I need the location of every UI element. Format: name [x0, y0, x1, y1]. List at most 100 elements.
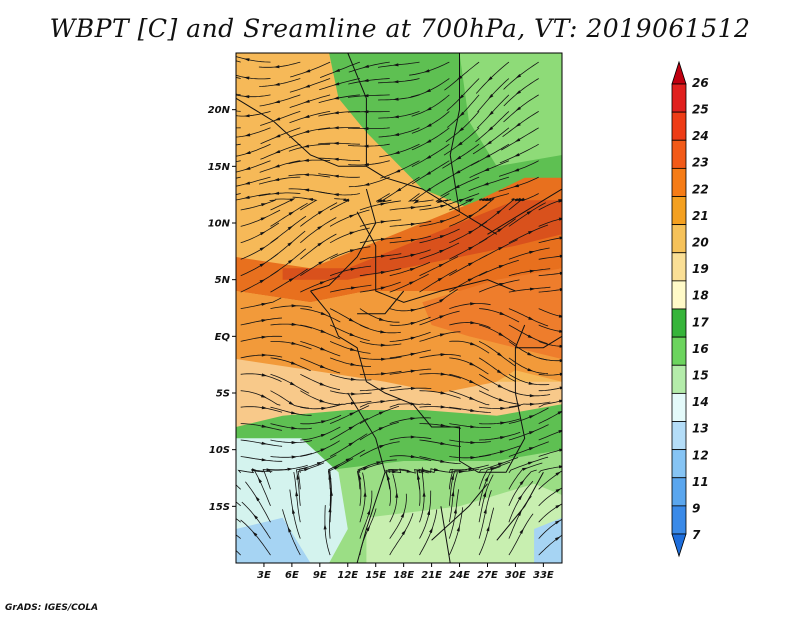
- colorbar-label: 15: [692, 369, 709, 383]
- streamline-arrow: [456, 75, 463, 80]
- lon-axis: 3E 6E 9E 12E 15E 18E 21E 24E 27E 30E 33E: [257, 563, 554, 581]
- streamline: [359, 490, 373, 539]
- streamline: [240, 209, 281, 227]
- streamline-arrow: [410, 222, 417, 226]
- streamline-arrow: [288, 277, 295, 282]
- streamline-arrow: [515, 122, 521, 127]
- streamline-arrow: [529, 415, 535, 419]
- streamline-arrow: [559, 359, 562, 363]
- streamline-arrow: [386, 474, 390, 481]
- streamline: [419, 256, 459, 277]
- streamline-arrow: [559, 271, 562, 275]
- streamline: [359, 253, 402, 260]
- colorbar-segment: [671, 477, 687, 507]
- streamline-arrow: [555, 504, 561, 509]
- streamline-arrow: [363, 64, 369, 68]
- streamline: [240, 373, 282, 382]
- country-borders: [236, 53, 562, 563]
- streamline-arrow: [528, 431, 535, 435]
- streamline: [259, 160, 301, 173]
- streamline-arrow: [348, 442, 355, 447]
- streamline: [236, 74, 271, 80]
- streamline: [359, 421, 399, 441]
- streamline: [240, 253, 279, 277]
- streamline-arrow: [470, 456, 477, 460]
- streamline-arrow: [333, 82, 340, 86]
- streamline: [448, 469, 467, 506]
- streamline: [538, 534, 562, 556]
- streamline-arrow: [291, 341, 298, 345]
- streamline: [469, 160, 510, 178]
- streamline: [419, 509, 438, 556]
- streamline-arrow: [558, 465, 562, 469]
- streamline: [378, 111, 420, 119]
- streamline-arrow: [413, 199, 419, 204]
- streamline: [443, 127, 480, 156]
- border-line: [347, 53, 367, 167]
- streamline: [236, 143, 271, 157]
- streamline: [289, 127, 331, 138]
- streamline-arrow: [378, 317, 385, 321]
- streamline-arrow: [319, 399, 326, 403]
- streamline: [477, 78, 510, 113]
- border-line: [440, 506, 451, 563]
- streamline: [538, 503, 562, 523]
- lon-label: 3E: [257, 570, 271, 581]
- streamline: [348, 127, 390, 129]
- streamline: [268, 464, 308, 474]
- streamline-arrow: [427, 509, 430, 516]
- border-line: [236, 97, 460, 213]
- streamline: [419, 390, 461, 399]
- streamline-arrow: [255, 495, 260, 502]
- colorbar-label: 14: [692, 395, 709, 409]
- streamline-arrow: [378, 411, 385, 415]
- streamline-arrow: [215, 87, 221, 90]
- streamline: [508, 469, 537, 506]
- streamline: [359, 200, 401, 211]
- streamline: [359, 281, 401, 293]
- streamline-arrow: [380, 237, 387, 241]
- chart-title: WBPT [C] and Sreamline at 700hPa, VT: 20…: [49, 14, 751, 43]
- streamline: [329, 357, 372, 367]
- streamline: [240, 237, 279, 260]
- streamline: [300, 390, 341, 406]
- streamline: [359, 237, 402, 244]
- streamline-arrow: [291, 441, 298, 445]
- colorbar-segment: [671, 364, 687, 394]
- streamline: [240, 423, 283, 431]
- streamline: [359, 341, 402, 346]
- streamline-arrow: [470, 321, 476, 325]
- streamline: [237, 469, 273, 474]
- streamline: [329, 324, 370, 341]
- streamline: [538, 430, 562, 441]
- streamline-arrow: [317, 210, 324, 215]
- streamline: [449, 303, 491, 309]
- border-line: [412, 324, 526, 473]
- streamline: [478, 490, 492, 539]
- streamline: [538, 449, 562, 457]
- streamline-arrow: [559, 329, 562, 333]
- streamline-arrow: [498, 246, 504, 251]
- streamline: [449, 198, 472, 211]
- colorbar-label: 9: [692, 502, 700, 516]
- streamline-arrow: [381, 357, 387, 361]
- streamline: [236, 176, 241, 179]
- streamline-arrow: [528, 381, 535, 385]
- streamline: [389, 436, 432, 441]
- streamline-arrow: [259, 247, 266, 251]
- shade-south-pale: [366, 483, 562, 563]
- streamline-arrow: [316, 462, 323, 466]
- streamline: [538, 237, 562, 244]
- streamline: [407, 193, 434, 203]
- streamline-arrow: [218, 490, 224, 494]
- streamline: [508, 286, 551, 293]
- streamline-arrow: [291, 304, 298, 308]
- streamline-arrow: [257, 477, 262, 484]
- streamline-arrow: [429, 527, 433, 534]
- streamline-arrow: [513, 168, 520, 172]
- colorbar-label: 17: [692, 315, 709, 329]
- streamline: [419, 373, 461, 379]
- shade-sw-blue: [236, 517, 311, 563]
- streamline: [356, 462, 384, 490]
- streamline: [411, 160, 450, 185]
